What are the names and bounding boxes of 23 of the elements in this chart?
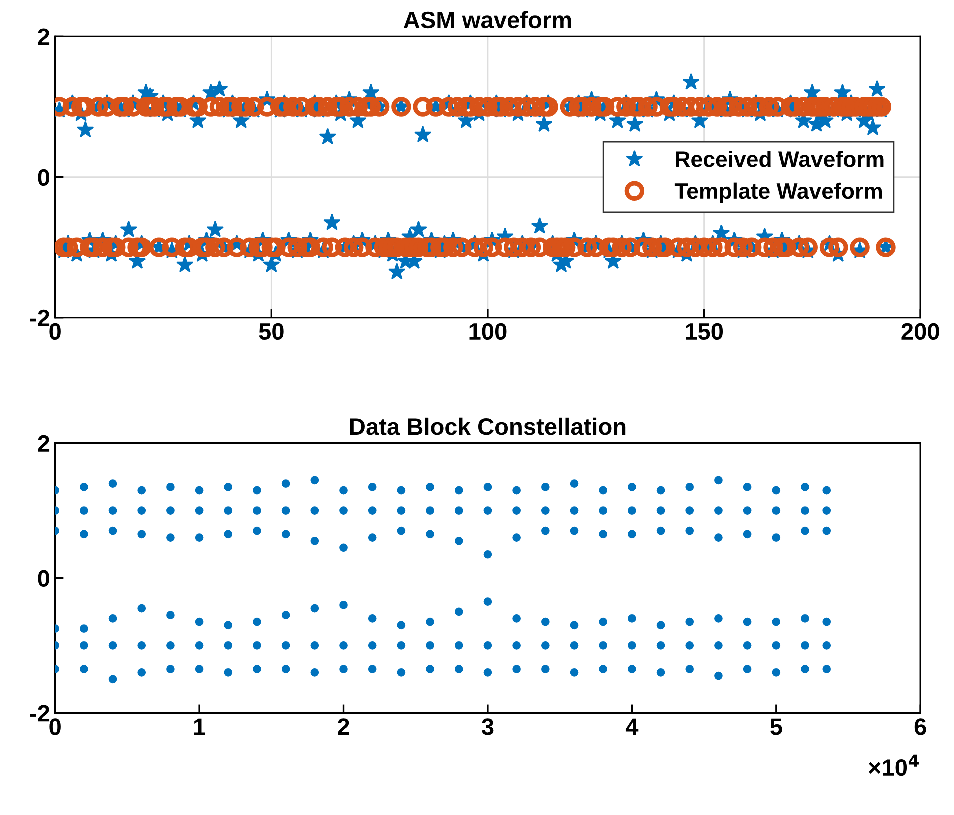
x-tick-label: 100 <box>470 323 507 340</box>
chart-title: Data Block Constellation <box>350 418 626 436</box>
x-tick-label: 0 <box>50 718 61 736</box>
y-tick-label: 2 <box>38 28 50 46</box>
y-tick-label: 2 <box>38 435 50 452</box>
legend-label: Received Waveform <box>676 150 884 168</box>
x-tick-label: 4 <box>626 718 639 736</box>
x-tick-label: 1 <box>194 718 206 736</box>
x-tick-label: 50 <box>259 323 284 340</box>
x-tick-label: 0 <box>50 323 61 340</box>
x-tick-label: 200 <box>902 323 940 340</box>
x-tick-label: 2 <box>338 718 350 736</box>
text: ×10$^{4}$ <box>868 754 919 776</box>
y-tick-label: 0 <box>38 169 50 186</box>
y-tick-label: -2 <box>30 310 50 326</box>
x-tick-label: 5 <box>770 718 782 736</box>
x-tick-label: 150 <box>686 323 724 340</box>
legend-label: Template Waveform <box>674 182 882 204</box>
y-tick-label: 0 <box>38 570 50 588</box>
x-tick-label: 3 <box>482 718 494 736</box>
chart-title: ASM waveform <box>404 11 572 29</box>
y-tick-label: -2 <box>30 705 50 722</box>
x-tick-label: 6 <box>914 718 926 736</box>
